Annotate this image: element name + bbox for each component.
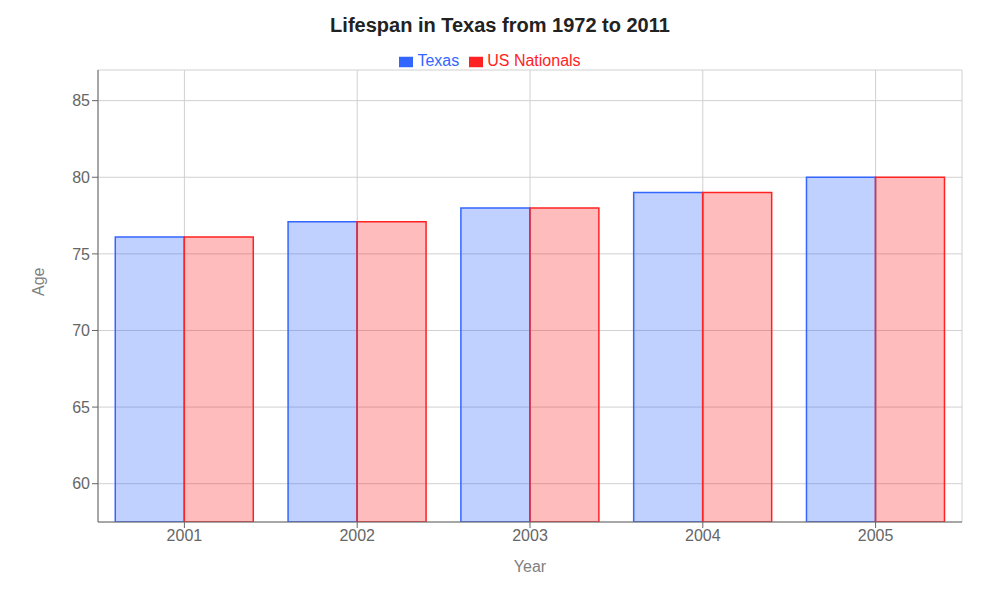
svg-text:2005: 2005 <box>858 527 894 544</box>
svg-text:80: 80 <box>72 169 90 186</box>
html-text:Lifespan in Texas from 1972 to: Lifespan in Texas from 1972 to 2011 <box>330 14 670 36</box>
svg-text:2003: 2003 <box>512 527 548 544</box>
html-text:US Nationals: US Nationals <box>487 52 581 69</box>
svg-text:75: 75 <box>72 246 90 263</box>
svg-text:2001: 2001 <box>167 527 203 544</box>
svg-text:2002: 2002 <box>339 527 375 544</box>
svg-text:85: 85 <box>72 92 90 109</box>
svg-text:60: 60 <box>72 475 90 492</box>
svg-text:Year: Year <box>514 558 547 575</box>
svg-text:65: 65 <box>72 399 90 416</box>
svg-text:70: 70 <box>72 322 90 339</box>
html-text:Texas: Texas <box>417 52 460 69</box>
svg-text:Age: Age <box>30 267 47 296</box>
svg-text:2004: 2004 <box>685 527 721 544</box>
